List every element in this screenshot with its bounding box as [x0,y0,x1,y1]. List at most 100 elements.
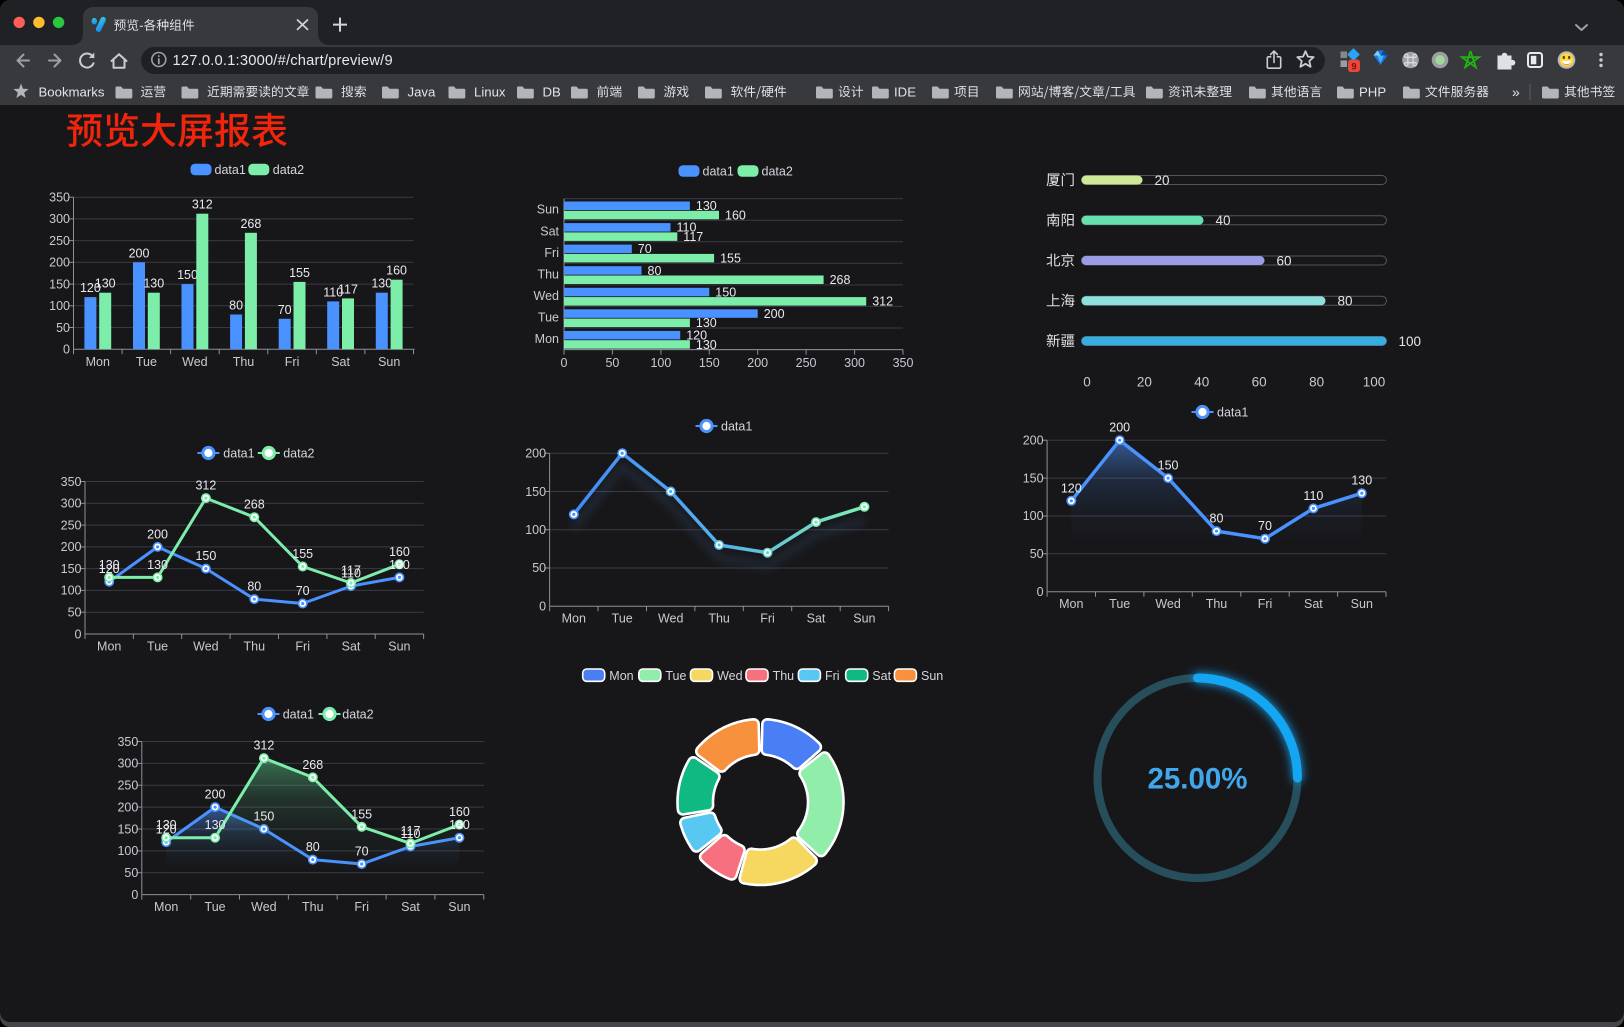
svg-text:data1: data1 [215,163,246,177]
svg-text:Mon: Mon [86,355,110,369]
svg-text:312: 312 [192,198,213,212]
svg-text:Sat: Sat [872,669,891,683]
svg-text:250: 250 [49,234,70,248]
svg-text:20: 20 [1137,374,1152,389]
svg-text:Wed: Wed [251,900,277,914]
svg-text:150: 150 [699,356,720,370]
svg-text:200: 200 [205,788,226,802]
svg-text:25.00%: 25.00% [1147,763,1247,796]
svg-text:268: 268 [240,217,261,231]
svg-text:312: 312 [872,295,893,309]
svg-text:40: 40 [1216,213,1231,228]
svg-text:Mon: Mon [1059,597,1083,611]
svg-text:300: 300 [844,356,865,370]
svg-text:0: 0 [539,600,546,614]
svg-text:50: 50 [1030,547,1044,561]
svg-text:Fri: Fri [760,612,775,626]
svg-text:Mon: Mon [609,669,633,683]
svg-text:Thu: Thu [233,355,255,369]
svg-text:80: 80 [1309,374,1324,389]
svg-text:150: 150 [253,810,274,824]
svg-text:312: 312 [195,479,216,493]
svg-text:200: 200 [147,527,168,541]
svg-text:40: 40 [1194,374,1209,389]
svg-text:data2: data2 [762,165,793,179]
svg-text:150: 150 [177,268,198,282]
svg-text:100: 100 [61,584,82,598]
svg-text:155: 155 [292,547,313,561]
svg-text:117: 117 [401,824,421,838]
svg-text:Fri: Fri [1258,597,1273,611]
svg-text:80: 80 [306,840,320,854]
svg-text:110: 110 [1303,489,1323,503]
svg-text:70: 70 [296,584,310,598]
svg-text:Sat: Sat [342,640,361,654]
svg-text:300: 300 [61,497,82,511]
svg-text:110: 110 [323,285,343,299]
svg-text:150: 150 [1158,459,1179,473]
svg-text:117: 117 [338,282,358,296]
svg-text:150: 150 [195,549,216,563]
svg-text:80: 80 [247,580,261,594]
svg-text:Bookmarks: Bookmarks [39,84,105,99]
svg-text:130: 130 [696,316,717,330]
svg-text:Sat: Sat [540,224,559,238]
svg-text:0: 0 [1083,374,1091,389]
svg-text:data2: data2 [283,447,314,461]
svg-text:117: 117 [341,564,361,578]
svg-text:Tue: Tue [612,612,633,626]
svg-text:155: 155 [351,807,372,821]
svg-text:60: 60 [1252,374,1267,389]
svg-text:155: 155 [720,252,741,266]
svg-text:Sun: Sun [853,612,875,626]
svg-text:155: 155 [289,266,310,280]
svg-text:70: 70 [278,303,292,317]
svg-text:Sun: Sun [388,640,410,654]
svg-text:130: 130 [147,558,168,572]
svg-text:Sat: Sat [1304,597,1323,611]
svg-text:150: 150 [1023,471,1044,485]
svg-text:0: 0 [131,888,138,902]
svg-text:160: 160 [386,264,407,278]
svg-text:0: 0 [561,356,568,370]
svg-text:Sun: Sun [448,900,470,914]
svg-text:130: 130 [696,338,717,352]
svg-text:Wed: Wed [1155,597,1181,611]
svg-text:160: 160 [389,545,410,559]
svg-text:data1: data1 [223,447,254,461]
svg-text:350: 350 [61,475,82,489]
svg-text:200: 200 [129,246,150,260]
svg-text:200: 200 [117,800,138,814]
svg-text:200: 200 [61,540,82,554]
svg-text:80: 80 [1210,512,1224,526]
svg-text:130: 130 [143,277,164,291]
svg-text:Mon: Mon [97,640,121,654]
svg-text:Sun: Sun [537,203,559,217]
svg-text:Fri: Fri [295,640,310,654]
svg-text:Sat: Sat [401,900,420,914]
svg-text:0: 0 [63,343,70,357]
svg-text:150: 150 [117,822,138,836]
svg-text:PHP: PHP [1359,84,1386,99]
svg-text:300: 300 [117,757,138,771]
svg-text:Fri: Fri [285,355,300,369]
svg-text:268: 268 [830,273,851,287]
svg-text:200: 200 [49,256,70,270]
svg-text:70: 70 [1258,519,1272,533]
svg-text:350: 350 [117,735,138,749]
svg-text:0: 0 [1037,585,1044,599]
svg-text:130: 130 [205,818,226,832]
svg-text:100: 100 [525,523,546,537]
svg-text:130: 130 [99,558,120,572]
svg-text:70: 70 [638,242,652,256]
svg-text:Fri: Fri [825,669,840,683]
svg-text:200: 200 [525,447,546,461]
svg-text:Wed: Wed [658,612,684,626]
svg-text:110: 110 [341,567,361,581]
svg-text:IDE: IDE [894,84,916,99]
svg-text:80: 80 [1338,294,1353,309]
svg-text:Tue: Tue [136,355,157,369]
svg-text:250: 250 [61,518,82,532]
svg-text:60: 60 [1277,253,1292,268]
svg-text:Tue: Tue [205,900,226,914]
